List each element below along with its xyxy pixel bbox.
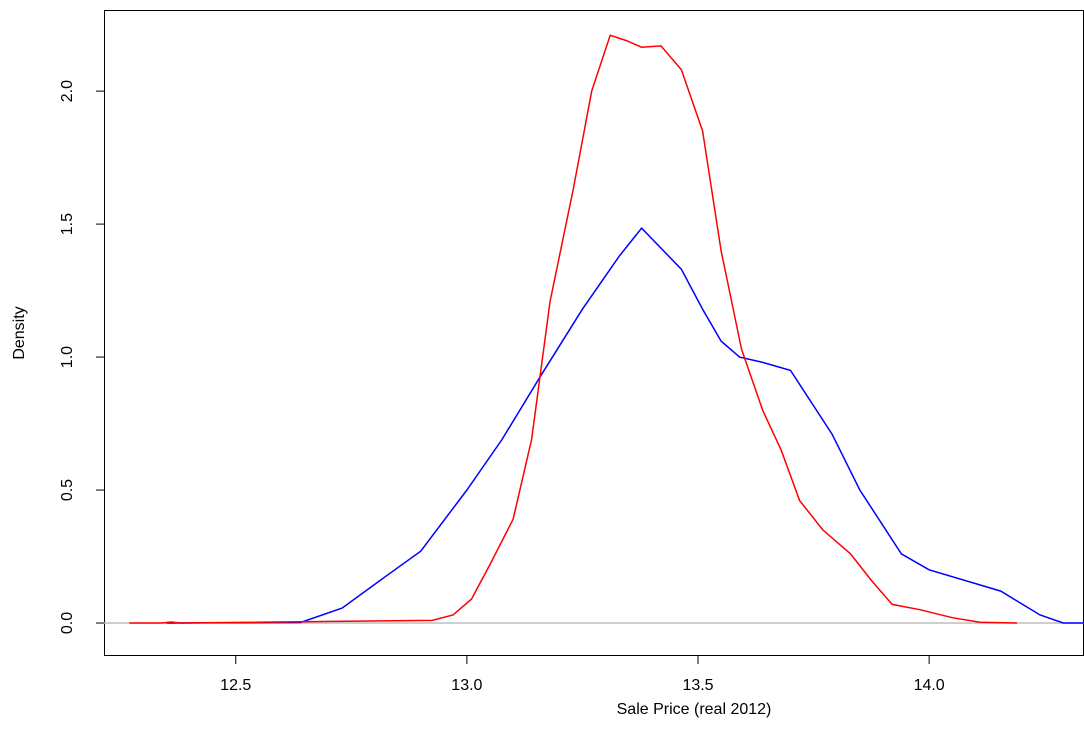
density-line [166,226,1084,624]
y-tick-label: 1.5 [59,213,76,235]
plot-frame [104,10,1084,656]
x-tick-label: 14.0 [914,677,945,694]
x-tick-label: 13.5 [682,677,713,694]
density-line [129,34,1018,624]
y-tick-label: 2.0 [59,80,76,102]
plot-area [104,34,1084,624]
x-tick-label: 13.0 [451,677,482,694]
y-tick-label: 1.0 [59,346,76,368]
x-axis-label: Sale Price (real 2012) [617,701,772,718]
x-tick-label: 12.5 [220,677,251,694]
y-axis-label: Density [11,306,28,359]
y-tick-label: 0.5 [59,479,76,501]
y-tick-label: 0.0 [59,612,76,634]
